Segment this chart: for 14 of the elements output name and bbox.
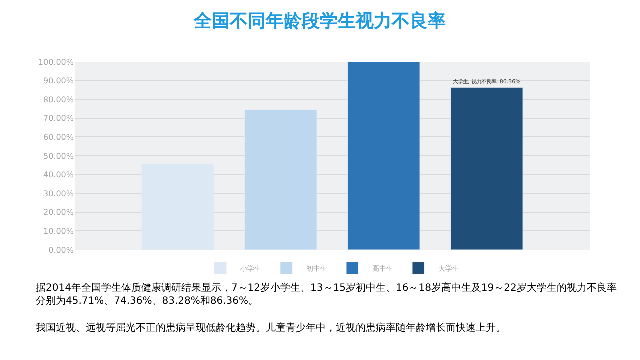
y-tick-label: 90.00%	[43, 76, 74, 86]
y-tick-label: 20.00%	[43, 208, 74, 218]
y-tick-label: 50.00%	[43, 152, 74, 161]
y-tick-label: 0.00%	[48, 246, 74, 255]
y-tick-label: 80.00%	[43, 95, 74, 104]
y-tick-label: 40.00%	[43, 170, 74, 180]
text: 我国近视、远视等屈光不正的患病呈现低龄化趋势。儿童青少年中，近视的患病率随年龄增长而快速上升。	[36, 322, 506, 334]
y-tick-label: 70.00%	[43, 114, 74, 124]
y-tick-label: 10.00%	[43, 227, 74, 236]
y-tick-label: 30.00%	[43, 189, 74, 198]
y-tick-label: 60.00%	[43, 133, 74, 142]
text: 据2014年全国学生体质健康调研结果显示，7～12岁小学生、13～15岁初中生、16～18岁高中生及19～22岁大学生的视力不良率分别为45.71%、74.36%、83.28%和86.36%。	[36, 282, 617, 307]
y-tick-label: 100.00%	[38, 58, 74, 67]
chart-title: 全国不同年龄段学生视力不良率	[193, 11, 446, 32]
